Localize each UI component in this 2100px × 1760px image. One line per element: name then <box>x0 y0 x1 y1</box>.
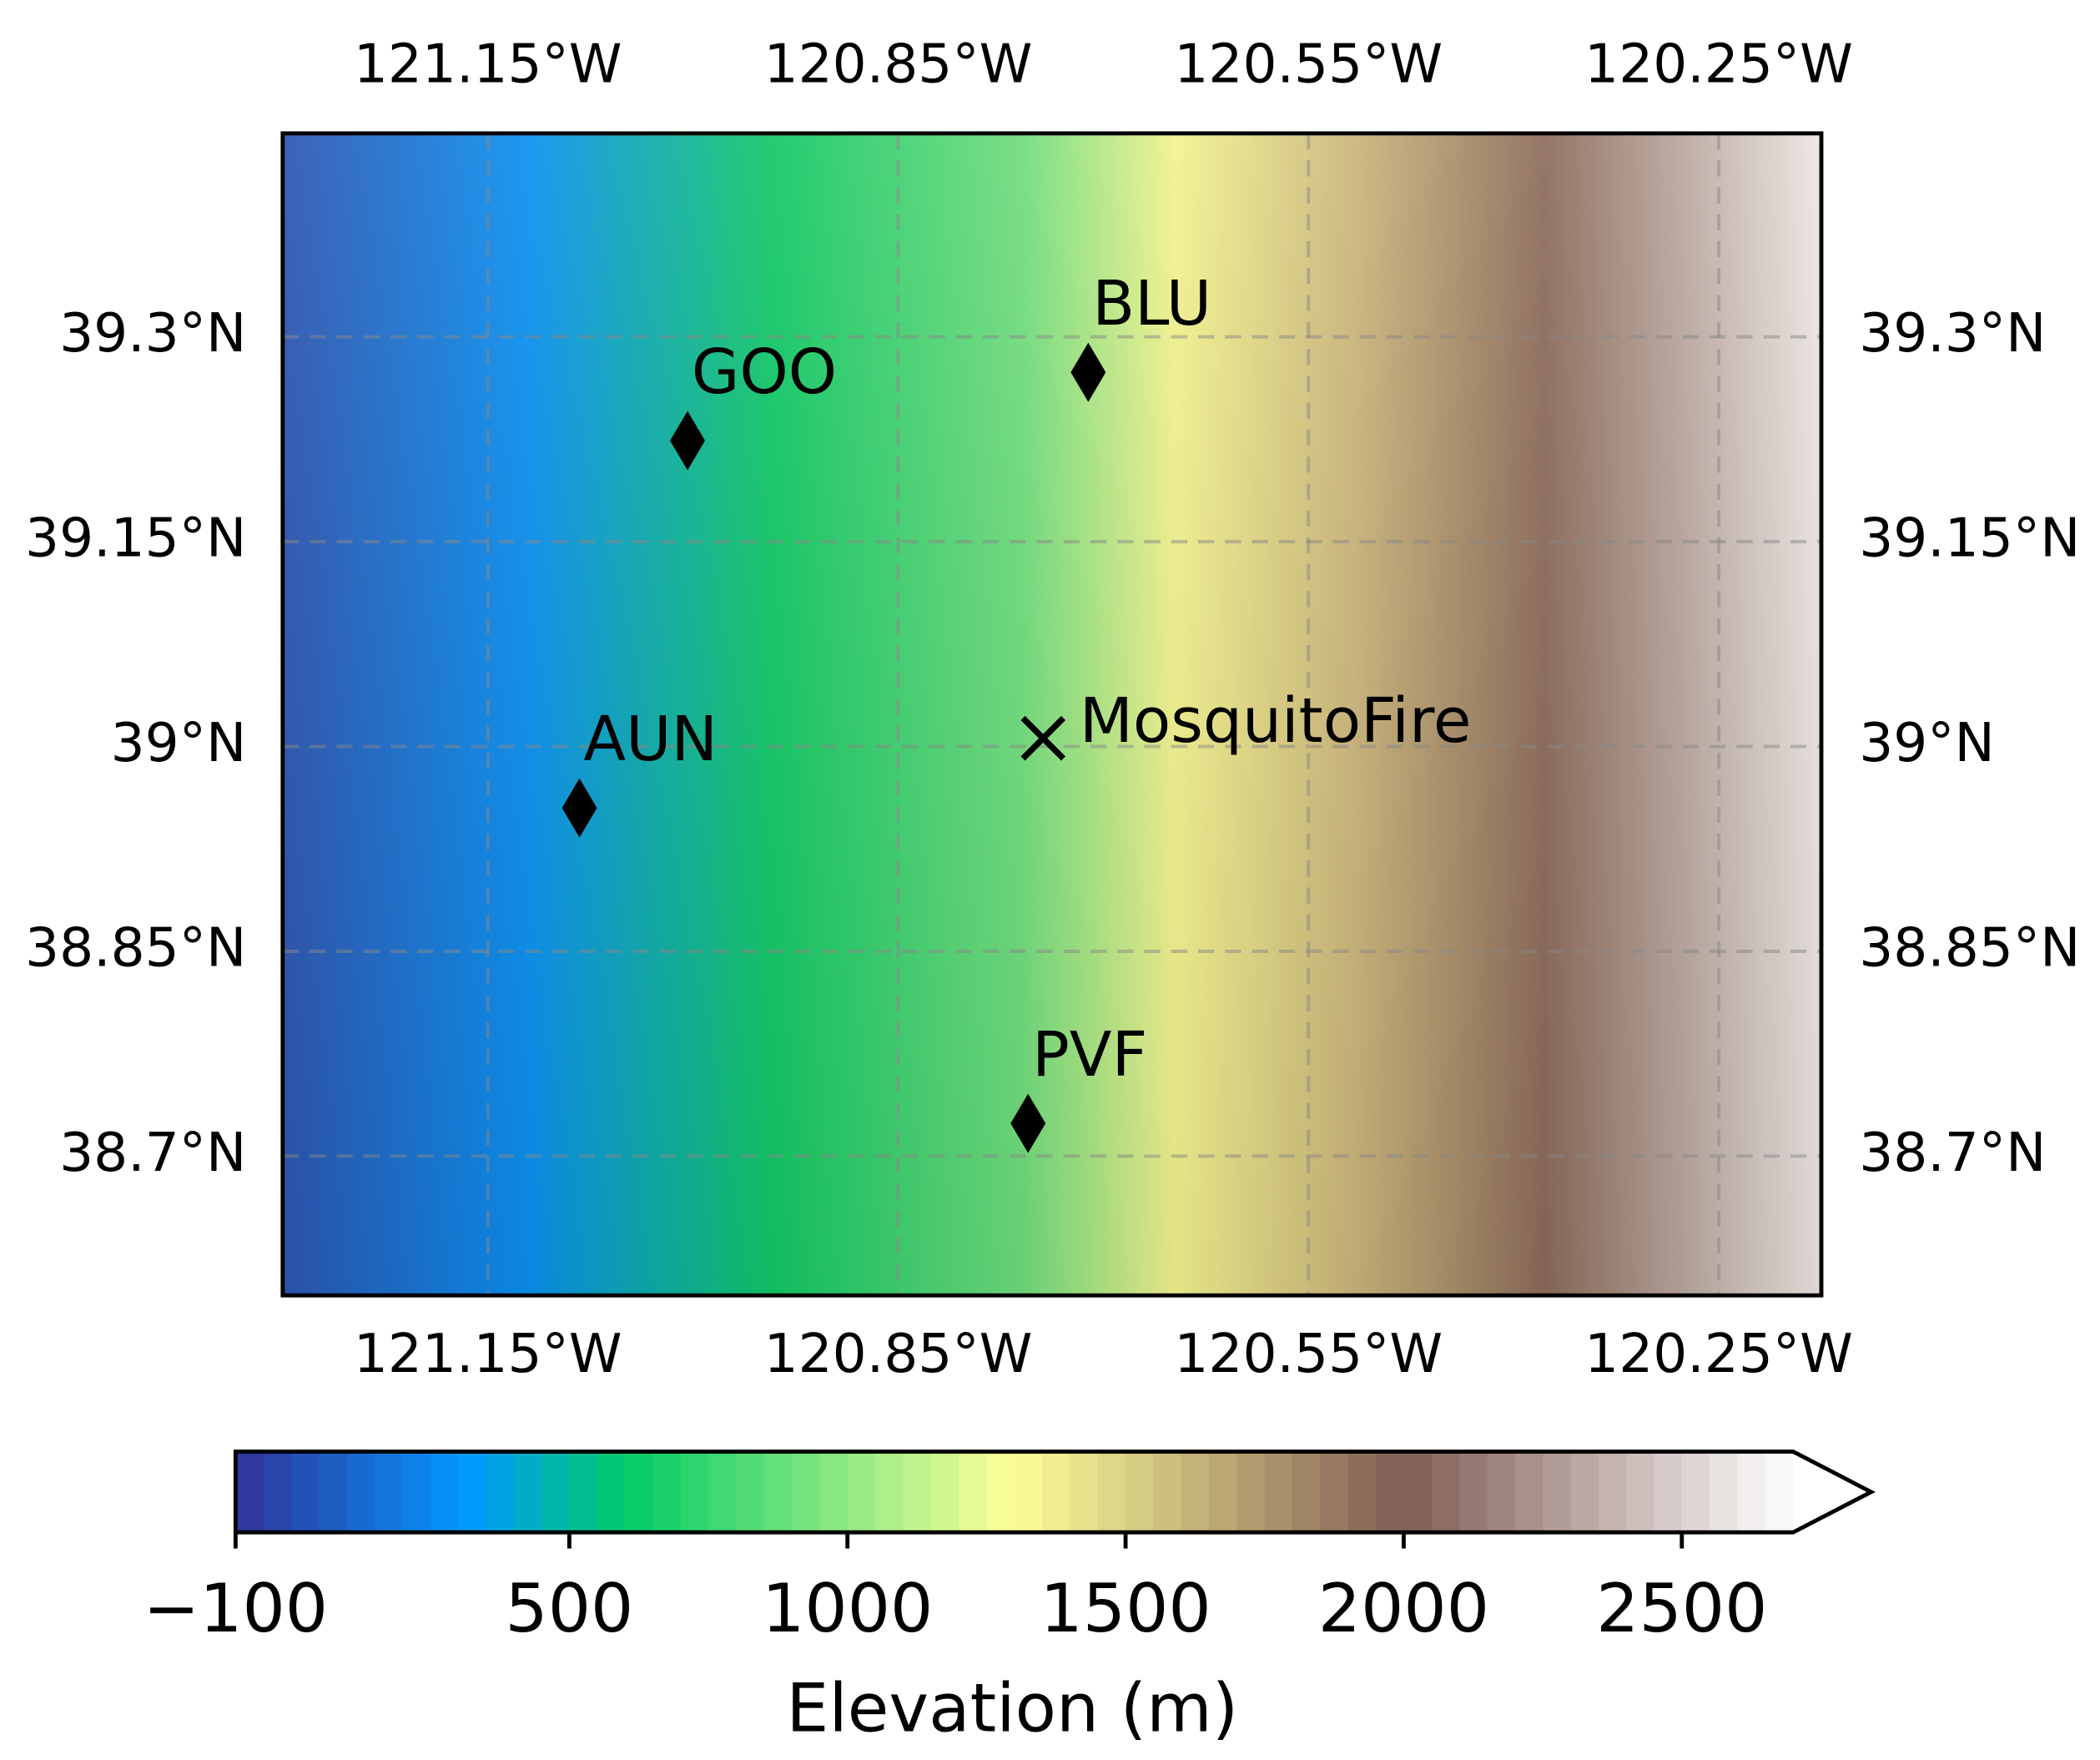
colorbar-segment <box>1070 1451 1099 1533</box>
colorbar-segment <box>1236 1451 1266 1533</box>
colorbar-segment <box>1209 1451 1238 1533</box>
y-tick-label-left: 38.7°N <box>59 1122 246 1184</box>
colorbar-segment <box>486 1451 515 1533</box>
colorbar-segment <box>847 1451 877 1533</box>
colorbar-segment <box>1570 1451 1599 1533</box>
colorbar-segment <box>1681 1451 1711 1533</box>
colorbar-tick-label: 2500 <box>1596 1570 1767 1648</box>
colorbar-segment <box>1320 1451 1349 1533</box>
colorbar-segment <box>1292 1451 1322 1533</box>
colorbar-segment <box>736 1451 765 1533</box>
colorbar-segment <box>903 1451 932 1533</box>
colorbar-segment <box>1598 1451 1628 1533</box>
y-tick-label-right: 38.85°N <box>1859 917 2080 980</box>
colorbar-segment <box>458 1451 487 1533</box>
colorbar-segment <box>680 1451 710 1533</box>
colorbar-segment <box>819 1451 849 1533</box>
station-marker <box>1010 1093 1046 1153</box>
colorbar-segment <box>319 1451 348 1533</box>
y-tick-label-left: 38.85°N <box>25 917 246 980</box>
colorbar-segment <box>986 1451 1015 1533</box>
x-tick-label-bottom: 120.85°W <box>764 1323 1033 1385</box>
colorbar-segment <box>1487 1451 1516 1533</box>
station-label: GOO <box>692 335 837 408</box>
colorbar-tick-label: −100 <box>144 1570 329 1648</box>
station-marker <box>562 778 597 838</box>
x-tick-label-bottom: 120.55°W <box>1174 1323 1443 1385</box>
y-tick-label-left: 39.15°N <box>25 507 246 570</box>
colorbar-segment <box>625 1451 654 1533</box>
station-label: BLU <box>1092 267 1211 340</box>
colorbar-segment <box>1376 1451 1405 1533</box>
y-tick-label-left: 39.3°N <box>59 302 246 365</box>
y-tick-label-right: 39°N <box>1859 712 1995 774</box>
colorbar-segment <box>1431 1451 1461 1533</box>
station-label: PVF <box>1032 1018 1147 1091</box>
colorbar-segment <box>1514 1451 1544 1533</box>
colorbar-segment <box>291 1451 320 1533</box>
colorbar-extension <box>1793 1451 1871 1533</box>
colorbar-segment <box>263 1451 292 1533</box>
colorbar-segment <box>1042 1451 1071 1533</box>
colorbar-tick-label: 1000 <box>762 1570 933 1648</box>
elevation-shade <box>282 133 1822 1296</box>
colorbar-segment <box>763 1451 793 1533</box>
x-tick-label-bottom: 120.25°W <box>1584 1323 1853 1385</box>
colorbar-segment <box>930 1451 960 1533</box>
y-tick-label-right: 39.15°N <box>1859 507 2080 570</box>
colorbar-segment <box>1654 1451 1683 1533</box>
colorbar-segment <box>1737 1451 1766 1533</box>
colorbar-segment <box>792 1451 821 1533</box>
colorbar-segment <box>402 1451 431 1533</box>
y-tick-label-left: 39°N <box>111 712 247 774</box>
colorbar-segment <box>513 1451 543 1533</box>
x-tick-label-bottom: 121.15°W <box>354 1323 622 1385</box>
colorbar-segment <box>1181 1451 1211 1533</box>
colorbar-segment <box>959 1451 988 1533</box>
colorbar-segment <box>597 1451 627 1533</box>
colorbar-segment <box>1543 1451 1572 1533</box>
colorbar-tick-label: 500 <box>505 1570 633 1648</box>
x-tick-label-top: 120.25°W <box>1584 33 1853 95</box>
fire-marker <box>1020 715 1066 761</box>
map-frame <box>280 131 1824 1298</box>
station-marker <box>670 411 706 471</box>
colorbar-label: Elevation (m) <box>786 1669 1238 1747</box>
colorbar-segment <box>430 1451 460 1533</box>
colorbar-segment <box>1097 1451 1127 1533</box>
x-tick-label-top: 121.15°W <box>354 33 622 95</box>
y-tick-label-right: 38.7°N <box>1859 1122 2046 1184</box>
colorbar-segment <box>1347 1451 1377 1533</box>
colorbar-segment <box>1626 1451 1655 1533</box>
colorbar-segment <box>708 1451 738 1533</box>
colorbar-segment <box>1264 1451 1294 1533</box>
colorbar-segment <box>1126 1451 1155 1533</box>
station-label: AUN <box>583 703 718 775</box>
colorbar-tick-label: 2000 <box>1318 1570 1489 1648</box>
colorbar-segment <box>346 1451 376 1533</box>
colorbar-segment <box>375 1451 404 1533</box>
colorbar-outline <box>233 1449 1876 1535</box>
x-tick-label-top: 120.55°W <box>1174 33 1443 95</box>
colorbar-segment <box>652 1451 682 1533</box>
colorbar-segment <box>1014 1451 1044 1533</box>
x-tick-label-top: 120.85°W <box>764 33 1033 95</box>
colorbar-segment <box>1710 1451 1739 1533</box>
colorbar-segment <box>1459 1451 1488 1533</box>
colorbar-segment <box>569 1451 598 1533</box>
colorbar-segment <box>1765 1451 1795 1533</box>
colorbar-segment <box>875 1451 904 1533</box>
y-tick-label-right: 39.3°N <box>1859 302 2046 365</box>
colorbar-segment <box>235 1451 264 1533</box>
colorbar-segment <box>541 1451 571 1533</box>
colorbar-segment <box>1403 1451 1433 1533</box>
fire-label: MosquitoFire <box>1080 684 1472 757</box>
colorbar-segment <box>1153 1451 1182 1533</box>
colorbar-tick-label: 1500 <box>1040 1570 1211 1648</box>
